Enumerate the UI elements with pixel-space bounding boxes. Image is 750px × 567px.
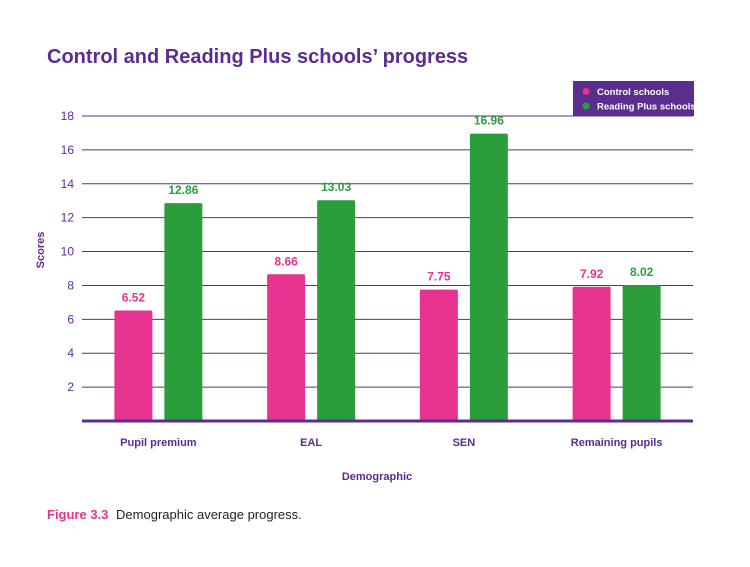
chart-title: Control and Reading Plus schools’ progre… [47, 46, 469, 68]
legend-label-control: Control schools [597, 87, 669, 98]
figure-caption-text: Demographic average progress. [116, 507, 302, 522]
y-tick-label: 12 [61, 211, 75, 225]
bar-reading-plus [622, 285, 661, 421]
y-tick-label: 4 [67, 346, 74, 360]
data-label: 12.86 [168, 183, 198, 197]
y-tick-label: 16 [61, 143, 75, 157]
legend-swatch-reading-plus [582, 102, 590, 110]
y-tick-labels: 2 4 6 8 10 12 14 16 18 [61, 109, 75, 394]
x-axis-title: Demographic [342, 471, 412, 483]
bar-reading-plus [469, 133, 508, 421]
category-labels: Pupil premium EAL SEN Remaining pupils [120, 437, 662, 449]
bar-control [419, 289, 458, 421]
bar-control [572, 286, 611, 421]
data-label: 6.52 [122, 291, 146, 305]
bar-reading-plus [164, 203, 203, 421]
y-tick-label: 2 [67, 380, 74, 394]
legend-swatch-control [582, 88, 590, 95]
bar-control [267, 274, 306, 421]
y-tick-label: 14 [61, 177, 75, 191]
data-label: 8.66 [274, 254, 298, 268]
bar-control [114, 310, 153, 421]
y-axis-title: Scores [35, 232, 47, 269]
data-label: 8.02 [630, 265, 654, 279]
y-tick-label: 6 [67, 312, 74, 326]
bar-reading-plus [317, 200, 356, 421]
y-tick-label: 10 [61, 245, 75, 259]
legend-label-reading-plus: Reading Plus schools [597, 102, 696, 113]
data-label: 7.92 [580, 267, 604, 281]
bar-chart: 2 4 6 8 10 12 14 16 18 6.52 12.86 8.66 13.03 7.75 16.… [35, 81, 696, 483]
data-label: 7.75 [427, 270, 451, 284]
data-label: 13.03 [321, 180, 351, 194]
legend: Control schools Reading Plus schools [573, 81, 696, 116]
legend-box [573, 81, 694, 116]
category-label: EAL [300, 437, 322, 449]
y-tick-label: 18 [61, 109, 75, 123]
category-label: Remaining pupils [571, 437, 663, 449]
data-labels: 6.52 12.86 8.66 13.03 7.75 16.96 7.92 8.02 [122, 114, 654, 305]
data-label: 16.96 [474, 114, 504, 128]
figure-caption: Figure 3.3 Demographic average progress. [47, 507, 302, 522]
figure-label: Figure 3.3 [47, 507, 109, 522]
y-tick-label: 8 [67, 278, 74, 292]
category-label: Pupil premium [120, 437, 197, 449]
category-label: SEN [453, 437, 476, 449]
bars [114, 133, 661, 421]
